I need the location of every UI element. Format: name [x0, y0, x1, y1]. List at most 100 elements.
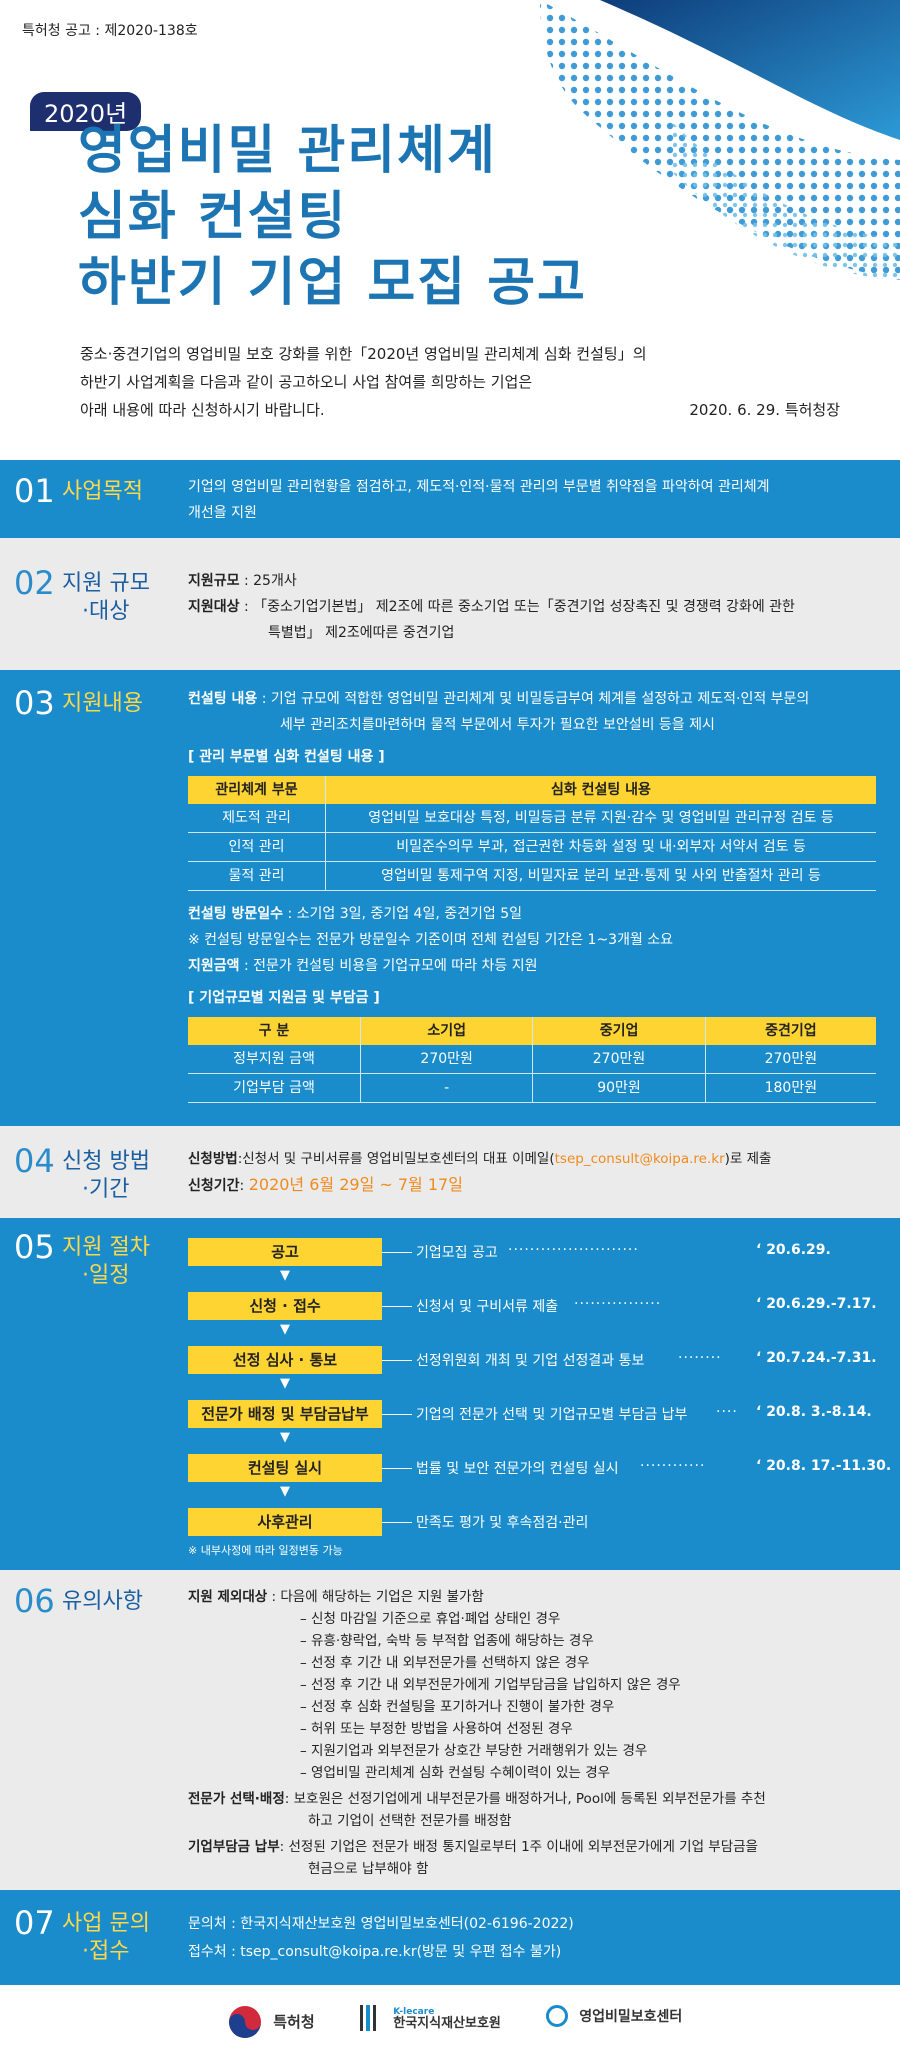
- label: 지원대상: [188, 599, 240, 615]
- section-body: 신청방법:신청서 및 구비서류를 영업비밀보호센터의 대표 이메일(tsep_c…: [188, 1146, 888, 1199]
- section-application: 04 신청 방법 ·기간 신청방법:신청서 및 구비서류를 영업비밀보호센터의 …: [0, 1126, 900, 1218]
- title-line: ·접수: [82, 1939, 130, 1964]
- leader-dots: ························: [508, 1242, 639, 1258]
- list-item: – 허위 또는 부정한 방법을 사용하여 선정된 경우: [300, 1721, 573, 1737]
- section-purpose: 01 사업목적 기업의 영업비밀 관리현황을 점검하고, 제도적·인적·물적 관…: [0, 460, 900, 538]
- table-cell: 영업비밀 보호대상 특정, 비밀등급 분류 지원·감수 및 영업비밀 관리규정 …: [325, 804, 876, 833]
- intro-line: 아래 내용에 따라 신청하시기 바랍니다.: [80, 401, 325, 419]
- section-body: 지원규모 : 25개사 지원대상 : 「중소기업기본법」 제2조에 따른 중소기…: [188, 568, 888, 646]
- table-cell: 정부지원 금액: [188, 1045, 361, 1074]
- down-arrow-icon: ▼: [280, 1430, 290, 1445]
- section-title: 지원 절차 ·일정: [62, 1234, 150, 1290]
- table-header: 구 분: [188, 1017, 361, 1045]
- table-header: 중견기업: [704, 1017, 876, 1045]
- value: : 다음에 해당하는 기업은 지원 불가함: [267, 1589, 484, 1605]
- table-cell: 물적 관리: [188, 861, 326, 891]
- table-cell: 인적 관리: [188, 832, 326, 862]
- table-cell: 제도적 관리: [188, 804, 326, 833]
- list-item: – 선정 후 심화 컨설팅을 포기하거나 진행이 불가한 경우: [300, 1699, 615, 1715]
- step-description: 만족도 평가 및 후속점검·관리: [416, 1515, 589, 1531]
- title-line: 지원 절차: [62, 1235, 150, 1260]
- step-description: 신청서 및 구비서류 제출: [416, 1299, 559, 1315]
- step-box: 사후관리: [188, 1508, 382, 1536]
- value: : 25개사: [239, 573, 297, 589]
- support-amount-table: 구 분 소기업 중기업 중견기업 정부지원 금액 270만원 270만원 270…: [188, 1017, 876, 1103]
- exclusion-list: – 신청 마감일 기준으로 휴업·폐업 상태인 경우 – 유흥·향락업, 숙박 …: [188, 1608, 888, 1784]
- year-badge: 2020년: [30, 92, 142, 131]
- email-link[interactable]: tsep_consult@koipa.re.kr: [554, 1151, 725, 1167]
- section-scale: 02 지원 규모 ·대상 지원규모 : 25개사 지원대상 : 「중소기업기본법…: [0, 538, 900, 670]
- value: 특별법」 제2조에따른 중견기업: [268, 625, 455, 641]
- issue-date: 2020. 6. 29. 특허청장: [689, 401, 840, 419]
- kipo-logo: 특허청: [228, 2005, 315, 2039]
- title-line: 하반기 기업 모집 공고: [78, 253, 587, 313]
- leader-dots: ············: [640, 1458, 706, 1474]
- section-body: 컨설팅 내용 : 기업 규모에 적합한 영업비밀 관리체계 및 비밀등급부여 체…: [188, 686, 888, 1103]
- connector-line: [382, 1468, 412, 1469]
- connector-line: [382, 1306, 412, 1307]
- title-line: 신청 방법: [62, 1149, 150, 1174]
- label: 지원금액: [188, 958, 240, 974]
- connector-line: [382, 1360, 412, 1361]
- table-cell: 비밀준수의무 부과, 접근권한 차등화 설정 및 내·외부자 서약서 검토 등: [325, 832, 876, 862]
- header: 특허청 공고 : 제2020-138호 2020년 영업비밀 관리체계 심화 컨…: [0, 0, 900, 460]
- title-line: ·기간: [82, 1177, 130, 1202]
- table-cell: 270만원: [704, 1045, 876, 1074]
- schedule-note: ※ 내부사정에 따라 일정변동 가능: [188, 1544, 343, 1557]
- table-title: [ 기업규모별 지원금 및 부담금 ]: [188, 990, 380, 1006]
- intro-line: 하반기 사업계획을 다음과 같이 공고하오니 사업 참여를 희망하는 기업은: [80, 373, 533, 391]
- title-line: ·일정: [82, 1263, 130, 1288]
- section-notes: 06 유의사항 지원 제외대상 : 다음에 해당하는 기업은 지원 불가함 – …: [0, 1570, 900, 1890]
- section-procedure: 05 지원 절차 ·일정 공고 기업모집 공고 ················…: [0, 1218, 900, 1570]
- title-line: 심화 컨설팅: [78, 187, 348, 247]
- value: : 「중소기업기본법」 제2조에 따른 중소기업 또는「중견기업 성장촉진 및 …: [239, 599, 795, 615]
- label: 컨설팅 방문일수: [188, 906, 284, 922]
- list-item: – 유흥·향락업, 숙박 등 부적합 업종에 해당하는 경우: [300, 1633, 594, 1649]
- table-cell: 기업부담 금액: [188, 1073, 361, 1103]
- section-body: 문의처 : 한국지식재산보호원 영업비밀보호센터(02-6196-2022) 접…: [188, 1910, 888, 1966]
- logo-text: 한국지식재산보호원: [393, 2016, 501, 2031]
- value: )로 제출: [724, 1151, 772, 1167]
- section-number: 05: [14, 1228, 55, 1266]
- table-cell: 90만원: [532, 1073, 706, 1103]
- step-description: 법률 및 보안 전문가의 컨설팅 실시: [416, 1461, 619, 1477]
- tsep-logo: 영업비밀보호센터: [546, 2005, 682, 2027]
- connector-line: [382, 1522, 412, 1523]
- page-title: 영업비밀 관리체계 심화 컨설팅 하반기 기업 모집 공고: [78, 118, 587, 316]
- value: : 소기업 3일, 중기업 4일, 중견기업 5일: [283, 906, 522, 922]
- title-line: ·대상: [82, 599, 130, 624]
- down-arrow-icon: ▼: [280, 1376, 290, 1391]
- logo-text: 특허청: [273, 2012, 315, 2031]
- separator: :: [239, 1178, 249, 1194]
- step-box: 신청 · 접수: [188, 1292, 382, 1320]
- note: ※ 컨설팅 방문일수는 전문가 방문일수 기준이며 전체 컨설팅 기간은 1~3…: [188, 932, 674, 948]
- section-number: 04: [14, 1142, 55, 1180]
- value: 현금으로 납부해야 함: [308, 1861, 429, 1877]
- section-body: 지원 제외대상 : 다음에 해당하는 기업은 지원 불가함 – 신청 마감일 기…: [188, 1586, 888, 1880]
- step-description: 선정위원회 개최 및 기업 선정결과 통보: [416, 1353, 645, 1369]
- value: 하고 기업이 선택한 전문가를 배정함: [308, 1813, 512, 1829]
- section-contact: 07 사업 문의 ·접수 문의처 : 한국지식재산보호원 영업비밀보호센터(02…: [0, 1890, 900, 1985]
- leader-dots: ········: [678, 1350, 722, 1366]
- value: 세부 관리조치를마련하며 물적 부문에서 투자가 필요한 보안설비 등을 제시: [280, 717, 715, 733]
- step-date: ‘ 20.8. 3.-8.14.: [756, 1404, 872, 1420]
- table-header: 중기업: [532, 1017, 706, 1045]
- step-box: 공고: [188, 1238, 382, 1266]
- step-date: ‘ 20.8. 17.-11.30.: [756, 1458, 892, 1474]
- receive-info: 접수처 : tsep_consult@koipa.re.kr(방문 및 우편 접…: [188, 1944, 562, 1960]
- label: 지원규모: [188, 573, 240, 589]
- value: : 전문가 컨설팅 비용을 기업규모에 따라 차등 지원: [239, 958, 538, 974]
- table-cell: 270만원: [532, 1045, 706, 1074]
- list-item: – 지원기업과 외부전문가 상호간 부당한 거래행위가 있는 경우: [300, 1743, 648, 1759]
- table-cell: -: [359, 1073, 533, 1103]
- table-cell: 180만원: [704, 1073, 876, 1103]
- label: 지원 제외대상: [188, 1589, 268, 1605]
- connector-line: [382, 1414, 412, 1415]
- table-cell: 영업비밀 통제구역 지정, 비밀자료 분리 보관·통제 및 사외 반출절차 관리…: [325, 861, 876, 891]
- logo-text: 영업비밀보호센터: [579, 2008, 683, 2025]
- table-row: 제도적 관리 영업비밀 보호대상 특정, 비밀등급 분류 지원·감수 및 영업비밀…: [188, 804, 876, 833]
- section-number: 03: [14, 684, 55, 722]
- taegeuk-icon: [229, 2006, 261, 2038]
- list-item: – 선정 후 기간 내 외부전문가에게 기업부담금을 납입하지 않은 경우: [300, 1677, 681, 1693]
- value: : 기업 규모에 적합한 영업비밀 관리체계 및 비밀등급부여 체계를 설정하고…: [257, 691, 810, 707]
